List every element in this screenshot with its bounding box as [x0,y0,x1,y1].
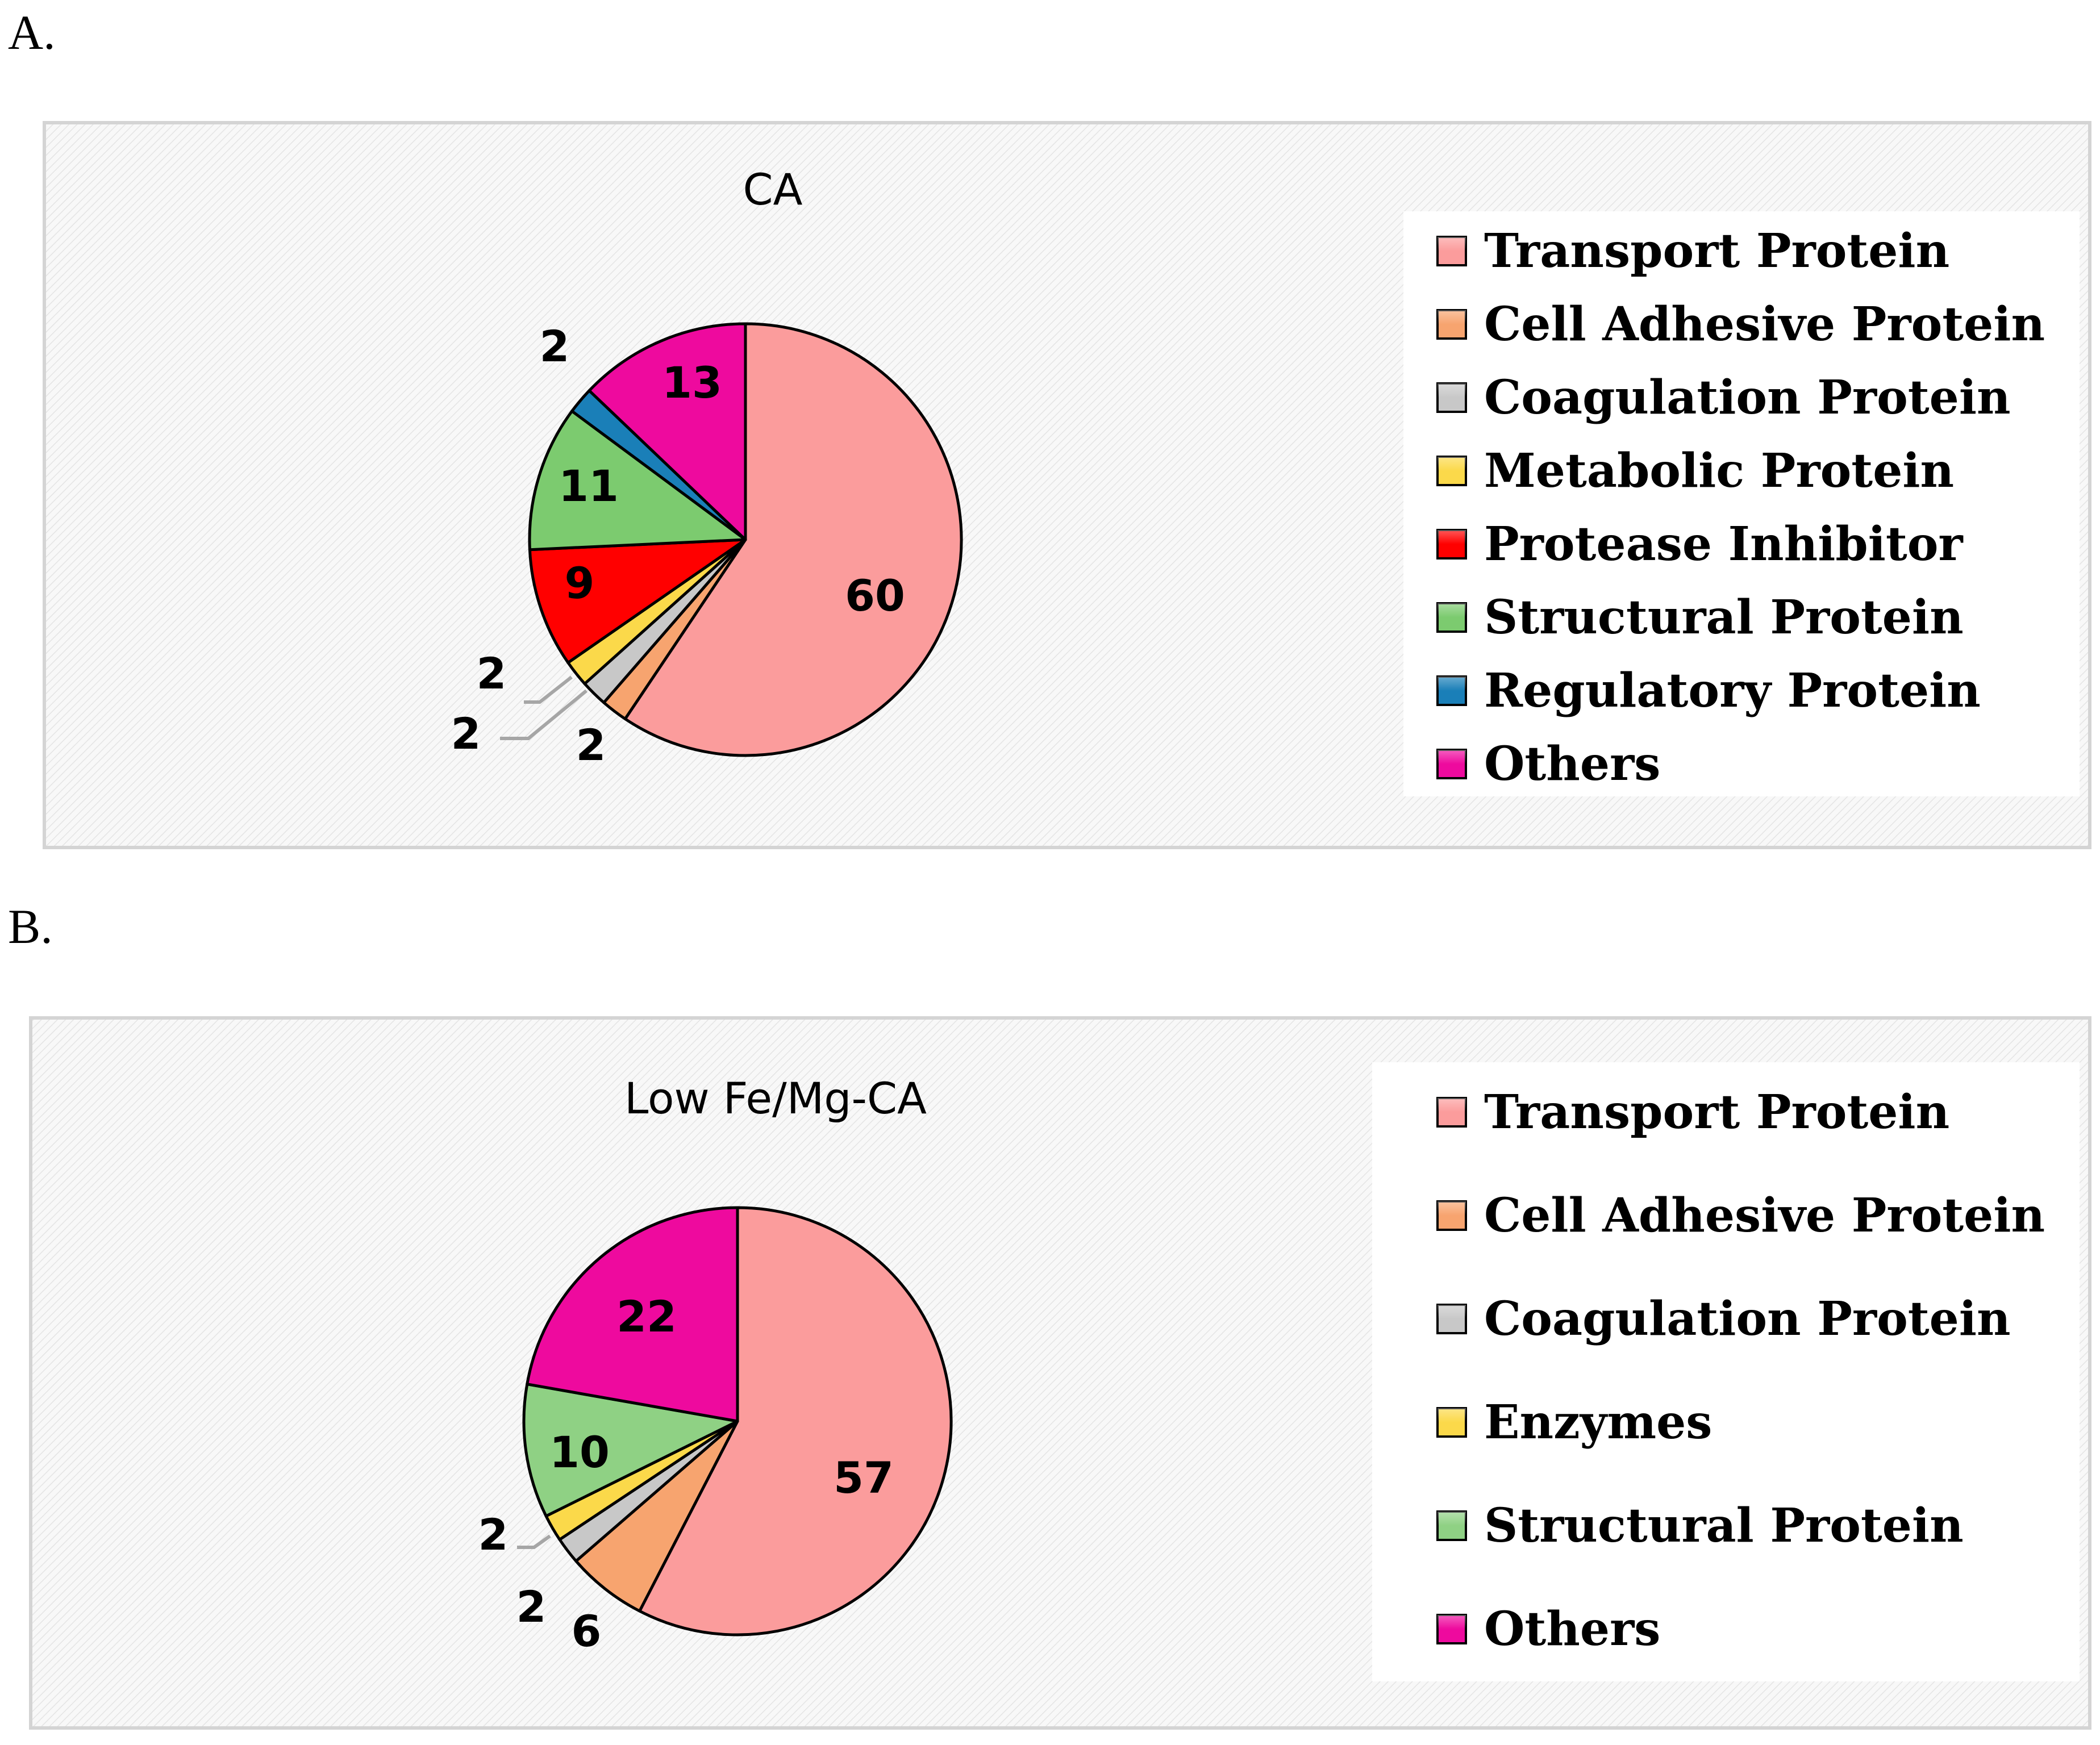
legend-item-structural-protein: Structural Protein [1436,1498,1964,1553]
pie-slice-transport-protein [638,1206,953,1637]
data-label-structural-protein: 10 [549,1427,610,1477]
legend-label: Structural Protein [1484,1498,1964,1553]
legend-label: Others [1484,1602,1660,1656]
data-label-transport-protein: 57 [834,1452,894,1503]
data-label-coagulation-protein: 2 [516,1581,547,1632]
data-labels-a: 60 2 2 2 9 11 2 13 [451,321,905,770]
data-label-metabolic-protein: 2 [477,648,507,699]
legend-label: Cell Adhesive Protein [1484,297,2045,352]
legend-label: Transport Protein [1484,224,1949,278]
pie-chart-b [522,1206,953,1637]
legend-swatch-gloss [1438,677,1466,691]
legend-item-coagulation-protein: Coagulation Protein [1436,1292,2011,1346]
data-label-structural-protein: 11 [559,461,619,511]
legend-item-enzymes: Enzymes [1436,1395,1712,1450]
pie-slice-transport-protein [623,322,963,757]
legend-item-metabolic-protein: Metabolic Protein [1436,444,1954,498]
legend-swatch-gloss [1438,1512,1466,1526]
legend-swatch-gloss [1438,1408,1466,1422]
legend-swatch-gloss [1438,530,1466,544]
legend-swatch-gloss [1438,237,1466,251]
legend-swatch-gloss [1438,1098,1466,1112]
data-label-protease-inhibitor: 9 [565,558,595,608]
legend-label: Protease Inhibitor [1484,517,1964,571]
legend-swatch-gloss [1438,750,1466,764]
legend-swatch-gloss [1438,383,1466,398]
data-label-transport-protein: 60 [845,570,905,621]
data-label-cell-adhesive-protein: 6 [572,1606,602,1656]
pie-slice-others [588,322,747,541]
legend-label: Coagulation Protein [1484,1292,2011,1346]
legend-item-others: Others [1436,1602,1660,1656]
data-label-others: 22 [616,1291,677,1342]
legend-item-protease-inhibitor: Protease Inhibitor [1436,517,1964,571]
legend-swatch-gloss [1438,603,1466,617]
legend-label: Cell Adhesive Protein [1484,1188,2045,1243]
pie-chart-a [528,322,963,757]
legend-background-a [1403,211,2080,796]
chart-title-a: CA [743,164,802,215]
pie-slice-cell-adhesive-protein [574,1420,739,1613]
pie-slice-structural-protein [528,410,747,552]
panel-letter-a: A. [8,5,56,60]
legend-item-cell-adhesive-protein: Cell Adhesive Protein [1436,1188,2045,1243]
legend-label: Structural Protein [1484,590,1964,645]
leader-line-coagulation-protein [500,689,588,740]
data-label-others: 13 [662,357,722,408]
legend-swatch-gloss [1438,1615,1466,1629]
data-label-regulatory-protein: 2 [540,321,570,371]
legend-a: Transport Protein Cell Adhesive Protein Co… [1436,224,2045,791]
data-label-cell-adhesive-protein: 2 [576,720,606,770]
legend-swatch-gloss [1438,1305,1466,1319]
legend-item-cell-adhesive-protein: Cell Adhesive Protein [1436,297,2045,352]
data-label-coagulation-protein: 2 [451,708,481,759]
data-label-enzymes: 2 [478,1509,509,1560]
legend-b: Transport Protein Cell Adhesive Protein Co… [1436,1085,2045,1656]
chart-title-b: Low Fe/Mg-CA [624,1073,927,1124]
legend-label: Coagulation Protein [1484,370,2011,425]
legend-label: Metabolic Protein [1484,444,1954,498]
legend-item-regulatory-protein: Regulatory Protein [1436,663,1981,718]
legend-swatch-gloss [1438,310,1466,324]
legend-label: Regulatory Protein [1484,663,1981,718]
legend-label: Others [1484,737,1660,791]
pie-slice-others [526,1206,739,1423]
legend-swatch-gloss [1438,1201,1466,1216]
legend-item-coagulation-protein: Coagulation Protein [1436,370,2011,425]
leader-line-metabolic-protein [524,675,573,704]
pie-slice-structural-protein [522,1383,739,1518]
pie-slice-protease-inhibitor [528,538,747,665]
leader-line-enzymes [517,1534,551,1549]
panel-a: A. CA 60 2 2 2 9 11 2 13 Transport Protein Cell … [8,5,2091,849]
legend-item-transport-protein: Transport Protein [1436,1085,1949,1139]
legend-item-structural-protein: Structural Protein [1436,590,1964,645]
legend-label: Transport Protein [1484,1085,1949,1139]
legend-background-b [1372,1062,2080,1681]
legend-item-transport-protein: Transport Protein [1436,224,1949,278]
legend-swatch-gloss [1438,457,1466,471]
legend-label: Enzymes [1484,1395,1712,1450]
legend-item-others: Others [1436,737,1660,791]
panel-letter-b: B. [8,899,53,954]
